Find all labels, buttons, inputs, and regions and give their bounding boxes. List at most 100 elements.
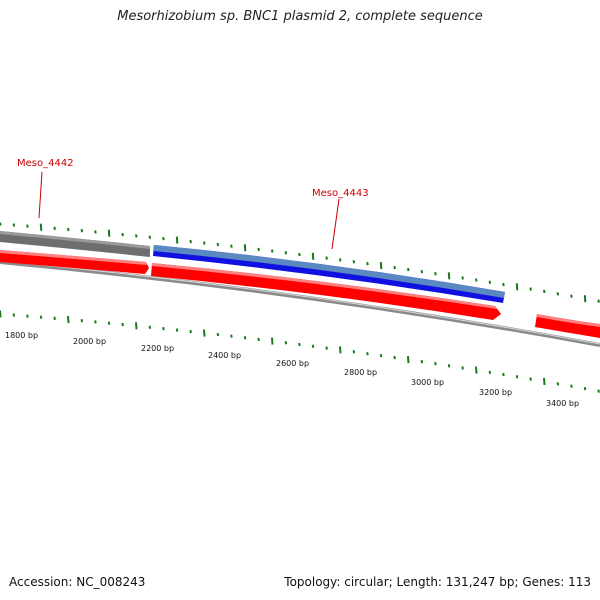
gene-arrow-red-2[interactable] xyxy=(151,263,501,320)
minor-tick xyxy=(515,375,519,379)
minor-tick xyxy=(257,247,260,252)
minor-tick xyxy=(80,229,84,233)
sequence-backbone xyxy=(0,260,600,347)
minor-tick xyxy=(203,241,206,245)
minor-tick xyxy=(407,267,410,272)
minor-tick xyxy=(597,299,600,303)
gene-arrow-meso-4442-shade xyxy=(0,231,150,249)
minor-tick xyxy=(162,236,165,241)
minor-tick xyxy=(148,325,152,329)
minor-tick xyxy=(570,294,573,298)
minor-tick xyxy=(447,364,451,368)
minor-tick xyxy=(393,355,396,360)
minor-tick xyxy=(148,235,152,239)
major-tick xyxy=(447,272,451,280)
major-tick xyxy=(135,322,138,330)
minor-tick xyxy=(12,223,16,227)
minor-tick xyxy=(135,234,138,238)
scale-label: 2600 bp xyxy=(276,359,309,368)
major-tick xyxy=(311,252,315,260)
major-tick xyxy=(543,377,546,386)
scale-label: 2000 bp xyxy=(73,337,106,346)
minor-tick xyxy=(502,372,505,377)
minor-tick xyxy=(121,232,124,237)
minor-tick xyxy=(271,249,274,253)
minor-tick xyxy=(189,329,192,334)
gene-arrow-red-3-shade xyxy=(537,314,600,327)
lower-scale-ticks xyxy=(0,310,600,393)
minor-tick xyxy=(243,336,247,340)
minor-tick xyxy=(162,326,165,331)
minor-tick xyxy=(189,239,192,244)
minor-tick xyxy=(461,276,464,280)
minor-tick xyxy=(284,251,288,255)
minor-tick xyxy=(175,328,179,332)
minor-tick xyxy=(121,322,124,327)
scale-label: 1800 bp xyxy=(5,331,38,340)
minor-tick xyxy=(230,334,233,338)
major-tick xyxy=(107,229,111,237)
map-title: Mesorhizobium sp. BNC1 plasmid 2, comple… xyxy=(117,9,483,24)
gene-label-leader-meso-4442 xyxy=(38,171,43,219)
minor-tick xyxy=(543,289,546,294)
minor-tick xyxy=(502,282,505,287)
scale-label: 3400 bp xyxy=(546,399,579,408)
major-tick xyxy=(0,310,2,318)
minor-tick xyxy=(53,316,56,321)
minor-tick xyxy=(0,222,2,226)
minor-tick xyxy=(556,292,560,296)
minor-tick xyxy=(94,230,97,234)
minor-tick xyxy=(284,341,288,345)
minor-tick xyxy=(475,278,478,282)
major-tick xyxy=(67,315,70,324)
minor-tick xyxy=(488,280,492,284)
major-tick xyxy=(39,223,43,231)
minor-tick xyxy=(26,314,29,318)
minor-tick xyxy=(366,352,369,356)
gene-arrow-meso-4443-outline xyxy=(153,245,505,298)
minor-tick xyxy=(352,260,356,264)
minor-tick xyxy=(80,319,84,323)
minor-tick xyxy=(230,244,233,248)
minor-tick xyxy=(298,252,301,257)
major-tick xyxy=(515,283,519,291)
scale-label: 2200 bp xyxy=(141,344,174,353)
minor-tick xyxy=(26,224,29,228)
major-tick xyxy=(407,356,410,364)
major-tick xyxy=(583,295,587,303)
minor-tick xyxy=(434,362,437,366)
gene-label-leader-meso-4443 xyxy=(331,198,340,250)
gene-label-meso-4442[interactable]: Meso_4442 xyxy=(17,158,74,169)
minor-tick xyxy=(379,353,383,358)
minor-tick xyxy=(352,350,356,354)
accession-text: Accession: NC_008243 xyxy=(9,575,146,589)
scale-label: 2800 bp xyxy=(344,368,377,377)
major-tick xyxy=(175,236,179,244)
minor-tick xyxy=(298,342,301,347)
minor-tick xyxy=(570,384,573,388)
scale-label: 3200 bp xyxy=(479,388,512,397)
minor-tick xyxy=(311,344,315,348)
minor-tick xyxy=(339,258,342,262)
upper-scale-ticks xyxy=(0,222,600,303)
minor-tick xyxy=(94,320,97,324)
minor-tick xyxy=(12,313,16,317)
minor-tick xyxy=(420,269,424,274)
minor-tick xyxy=(216,242,220,247)
minor-tick xyxy=(583,386,587,391)
minor-tick xyxy=(325,256,328,260)
scale-label: 3000 bp xyxy=(411,378,444,387)
minor-tick xyxy=(366,262,369,266)
gene-label-meso-4443[interactable]: Meso_4443 xyxy=(312,188,369,199)
major-tick xyxy=(243,244,247,252)
gene-arrow-red-1-shade xyxy=(0,250,147,265)
minor-tick xyxy=(461,366,464,370)
major-tick xyxy=(339,346,342,354)
minor-tick xyxy=(107,321,111,325)
minor-tick xyxy=(39,315,43,319)
gene-arrow-red-1[interactable] xyxy=(0,250,149,274)
minor-tick xyxy=(67,227,70,232)
gene-arrow-red-3[interactable] xyxy=(535,314,600,338)
minor-tick xyxy=(434,272,437,276)
minor-tick xyxy=(325,346,328,350)
